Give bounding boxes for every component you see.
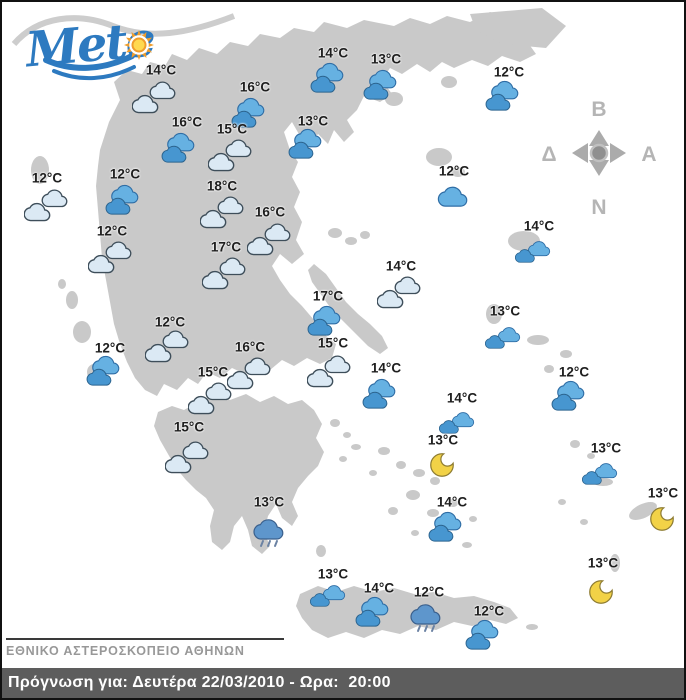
moon-icon [647, 503, 677, 535]
temperature-label: 15°C [197, 364, 229, 380]
compass-arrow-north [589, 130, 609, 146]
rain-icon [251, 515, 287, 549]
temperature-label: 13°C [427, 432, 459, 448]
observatory-divider-line [6, 638, 284, 640]
temperature-label: 12°C [473, 603, 505, 619]
temperature-label: 13°C [587, 555, 619, 571]
temperature-label: 14°C [145, 62, 177, 78]
temperature-label: 12°C [94, 340, 126, 356]
compass-north-label: Β [591, 98, 606, 121]
temperature-label: 12°C [96, 223, 128, 239]
rain-icon [408, 600, 444, 634]
logo-gray-swoosh [11, 13, 236, 47]
clouds-dark-icon [104, 183, 144, 217]
temperature-label: 12°C [413, 584, 445, 600]
temperature-label: 16°C [171, 114, 203, 130]
clouds-light-icon [377, 274, 421, 310]
temperature-label: 17°C [210, 239, 242, 255]
forecast-datetime-label: Πρόγνωση για: Δευτέρα 22/03/2010 - Ωρα: … [8, 674, 391, 691]
compass-arrow-east [610, 143, 626, 163]
clouds-light-icon [165, 439, 209, 475]
clouds-dark-icon [287, 127, 327, 161]
temperature-label: 14°C [370, 360, 402, 376]
clouds-light-icon [200, 194, 244, 230]
clouds-light-icon [208, 137, 252, 173]
clouds-light-icon [247, 221, 291, 257]
clouds-dark-icon [362, 68, 402, 102]
sun-icon [124, 30, 154, 60]
clouds-dark-icon [484, 79, 524, 113]
compass-arrow-west [572, 143, 588, 163]
clouds-light-icon [307, 353, 351, 389]
temperature-label: 12°C [438, 163, 470, 179]
temperature-label: 12°C [154, 314, 186, 330]
compass-rose: Β Α Ν Δ [541, 98, 656, 218]
temperature-label: 13°C [317, 566, 349, 582]
temperature-label: 14°C [363, 580, 395, 596]
moon-icon [427, 449, 457, 481]
clouds-small-icon [582, 460, 620, 488]
clouds-dark-icon [464, 618, 504, 652]
logo-wave-2 [52, 65, 136, 81]
cloud-single-icon [436, 183, 470, 210]
temperature-label: 16°C [254, 204, 286, 220]
temperature-label: 16°C [234, 339, 266, 355]
moon-icon [586, 576, 616, 608]
clouds-dark-icon [160, 131, 200, 165]
clouds-dark-icon [427, 510, 467, 544]
temperature-label: 13°C [297, 113, 329, 129]
clouds-light-icon [188, 380, 232, 416]
temperature-label: 14°C [446, 390, 478, 406]
temperature-label: 16°C [239, 79, 271, 95]
clouds-small-icon [485, 324, 523, 352]
logo-wave-1 [43, 53, 135, 71]
temperature-label: 14°C [523, 218, 555, 234]
clouds-light-icon [227, 355, 271, 391]
temperature-label: 12°C [558, 364, 590, 380]
compass-arrow-south [589, 160, 609, 176]
forecast-status-bar: Πρόγνωση για: Δευτέρα 22/03/2010 - Ωρα: … [2, 668, 684, 698]
temperature-label: 17°C [312, 288, 344, 304]
compass-east-label: Α [641, 143, 656, 166]
observatory-credit: ΕΘΝΙΚΟ ΑΣΤΕΡΟΣΚΟΠΕΙΟ ΑΘΗΝΩΝ [6, 644, 245, 658]
clouds-light-icon [88, 239, 132, 275]
meteo-logo[interactable]: Mete [8, 4, 238, 114]
clouds-small-icon [310, 582, 348, 610]
temperature-label: 14°C [317, 45, 349, 61]
clouds-light-icon [145, 328, 189, 364]
temperature-label: 12°C [493, 64, 525, 80]
temperature-label: 13°C [253, 494, 285, 510]
temperature-label: 13°C [489, 303, 521, 319]
temperature-label: 13°C [647, 485, 679, 501]
clouds-dark-icon [550, 379, 590, 413]
clouds-dark-icon [309, 61, 349, 95]
temperature-label: 12°C [31, 170, 63, 186]
compass-south-label: Ν [591, 196, 606, 218]
temperature-label: 15°C [216, 121, 248, 137]
clouds-dark-icon [354, 595, 394, 629]
temperature-label: 13°C [590, 440, 622, 456]
temperature-label: 15°C [317, 335, 349, 351]
clouds-light-icon [24, 187, 68, 223]
temperature-label: 12°C [109, 166, 141, 182]
compass-center-dot [589, 143, 609, 163]
clouds-dark-icon [85, 354, 125, 388]
compass-west-label: Δ [541, 143, 556, 166]
clouds-light-icon [132, 79, 176, 115]
clouds-dark-icon [361, 377, 401, 411]
temperature-label: 14°C [436, 494, 468, 510]
clouds-light-icon [202, 255, 246, 291]
temperature-label: 15°C [173, 419, 205, 435]
temperature-label: 18°C [206, 178, 238, 194]
temperature-label: 13°C [370, 51, 402, 67]
clouds-dark-icon [306, 304, 346, 338]
clouds-small-icon [515, 238, 553, 266]
temperature-label: 14°C [385, 258, 417, 274]
